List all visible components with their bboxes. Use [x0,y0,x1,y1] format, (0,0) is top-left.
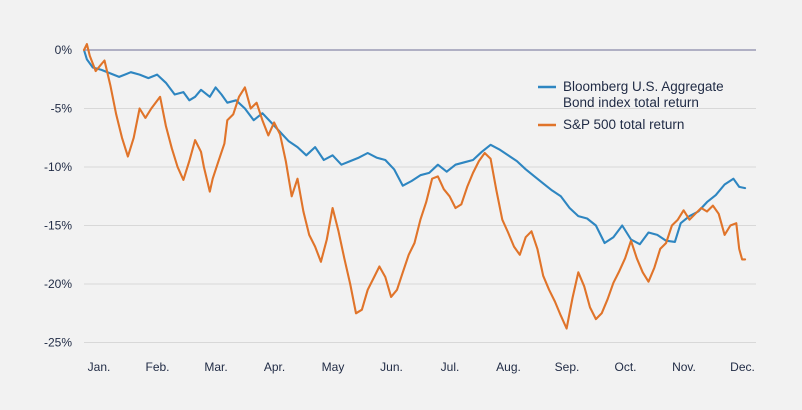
x-tick-label: Dec. [730,360,755,374]
x-tick-label: Sep. [555,360,580,374]
series-lines [82,43,747,330]
y-tick-label: -10% [44,160,72,174]
legend-label-bond: Bond index total return [563,95,699,110]
legend-label-sp500: S&P 500 total return [563,117,684,132]
y-tick-label: -20% [44,277,72,291]
series-line-bond [82,48,747,246]
x-tick-label: Jul. [441,360,460,374]
x-tick-label: Jan. [88,360,111,374]
y-tick-label: -25% [44,336,72,350]
series-line-sp500 [82,43,747,330]
x-tick-label: Nov. [672,360,696,374]
y-tick-label: -5% [51,102,73,116]
x-tick-label: Oct. [614,360,636,374]
x-tick-label: Mar. [204,360,227,374]
y-tick-label: 0% [55,43,73,57]
x-axis-ticks: Jan. Feb. Mar. Apr. May Jun. Jul. Aug. Sep. Oct. N… [88,360,755,374]
y-tick-label: -15% [44,219,72,233]
x-tick-label: Jun. [380,360,403,374]
grid-lines [84,49,756,343]
x-tick-label: Apr. [264,360,285,374]
y-axis-ticks: 0% -5% -10% -15% -20% -25% [44,43,72,350]
x-tick-label: Feb. [145,360,169,374]
x-tick-label: May [322,360,345,374]
x-tick-label: Aug. [496,360,521,374]
legend-label-bond: Bloomberg U.S. Aggregate [563,79,724,94]
